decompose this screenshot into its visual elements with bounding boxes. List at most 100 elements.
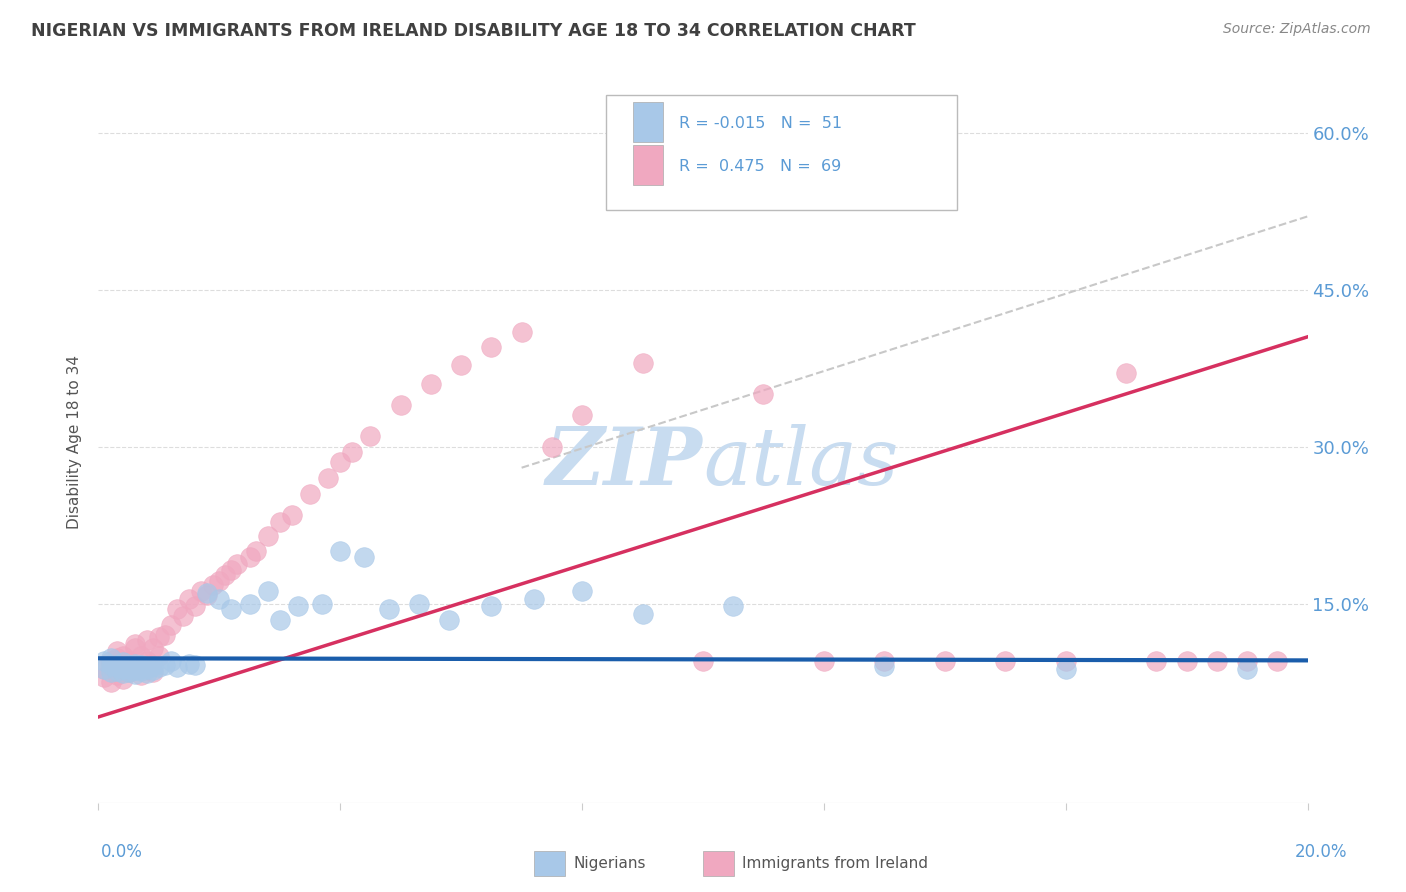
Point <box>752 387 775 401</box>
Point <box>329 455 352 469</box>
Point <box>135 633 157 648</box>
Point <box>281 508 304 522</box>
Point <box>571 409 593 423</box>
Point <box>148 631 170 645</box>
Point <box>873 658 896 673</box>
Text: atlas: atlas <box>703 425 898 502</box>
Text: R =  0.475   N =  69: R = 0.475 N = 69 <box>679 160 841 175</box>
Point <box>420 376 443 391</box>
Point <box>142 665 165 679</box>
Point <box>135 665 157 680</box>
Point <box>239 597 262 611</box>
Point <box>135 662 157 676</box>
Point <box>1236 655 1258 669</box>
Point <box>571 584 593 599</box>
Point <box>1175 655 1198 669</box>
Point <box>135 655 157 669</box>
Point <box>124 657 146 671</box>
Point <box>269 613 291 627</box>
Point <box>184 599 207 613</box>
Point <box>481 340 503 354</box>
Point <box>93 655 115 669</box>
Point <box>226 557 249 571</box>
Point <box>269 515 291 529</box>
Point <box>994 655 1017 669</box>
Text: Nigerians: Nigerians <box>574 856 647 871</box>
Point <box>166 602 188 616</box>
Point <box>1206 655 1229 669</box>
Point <box>148 649 170 664</box>
Text: 20.0%: 20.0% <box>1295 843 1347 861</box>
Point <box>510 325 533 339</box>
Text: NIGERIAN VS IMMIGRANTS FROM IRELAND DISABILITY AGE 18 TO 34 CORRELATION CHART: NIGERIAN VS IMMIGRANTS FROM IRELAND DISA… <box>31 22 915 40</box>
Point <box>299 487 322 501</box>
Point <box>214 567 236 582</box>
Point <box>142 658 165 673</box>
Point <box>208 574 231 588</box>
Point <box>124 640 146 655</box>
Point <box>166 659 188 673</box>
Point <box>353 549 375 564</box>
Point <box>118 661 141 675</box>
Point <box>172 609 194 624</box>
Point <box>813 655 835 669</box>
Point <box>118 655 141 669</box>
Text: Source: ZipAtlas.com: Source: ZipAtlas.com <box>1223 22 1371 37</box>
Point <box>100 657 122 672</box>
Point <box>93 662 115 676</box>
Point <box>202 578 225 592</box>
Point <box>342 445 364 459</box>
Point <box>692 655 714 669</box>
Point <box>184 657 207 672</box>
Text: R = -0.015   N =  51: R = -0.015 N = 51 <box>679 116 842 131</box>
Point <box>1115 367 1137 381</box>
Point <box>450 358 472 372</box>
Point <box>631 356 654 370</box>
Point <box>105 664 128 678</box>
Point <box>245 544 267 558</box>
FancyBboxPatch shape <box>606 95 957 211</box>
Point <box>111 659 134 673</box>
Point <box>118 665 141 679</box>
Point <box>111 649 134 664</box>
Point <box>100 675 122 690</box>
Point <box>100 657 122 672</box>
Point <box>873 655 896 669</box>
Point <box>631 607 654 622</box>
Point <box>148 659 170 673</box>
Point <box>311 597 333 611</box>
Point <box>124 667 146 681</box>
Point <box>105 657 128 672</box>
Point <box>129 664 152 678</box>
Point <box>129 659 152 673</box>
Point <box>111 662 134 676</box>
Point <box>118 665 141 679</box>
Point <box>208 591 231 606</box>
Point <box>540 440 562 454</box>
Point <box>105 659 128 673</box>
Point <box>190 584 212 599</box>
Point <box>1054 655 1077 669</box>
Point <box>1236 662 1258 676</box>
Bar <box>633 102 664 142</box>
Text: Immigrants from Ireland: Immigrants from Ireland <box>742 856 928 871</box>
Point <box>111 656 134 670</box>
Point <box>124 662 146 676</box>
Point <box>142 663 165 677</box>
Point <box>100 651 122 665</box>
Point <box>129 649 152 664</box>
Y-axis label: Disability Age 18 to 34: Disability Age 18 to 34 <box>67 354 83 529</box>
Point <box>105 644 128 658</box>
Point <box>153 657 176 672</box>
Point <box>377 602 399 616</box>
Point <box>195 586 218 600</box>
Point <box>129 657 152 672</box>
Point <box>93 670 115 684</box>
Point <box>287 599 309 613</box>
Point <box>316 471 339 485</box>
Point <box>93 662 115 676</box>
Point <box>329 544 352 558</box>
Point <box>723 599 745 613</box>
Point <box>105 668 128 682</box>
Point <box>124 637 146 651</box>
